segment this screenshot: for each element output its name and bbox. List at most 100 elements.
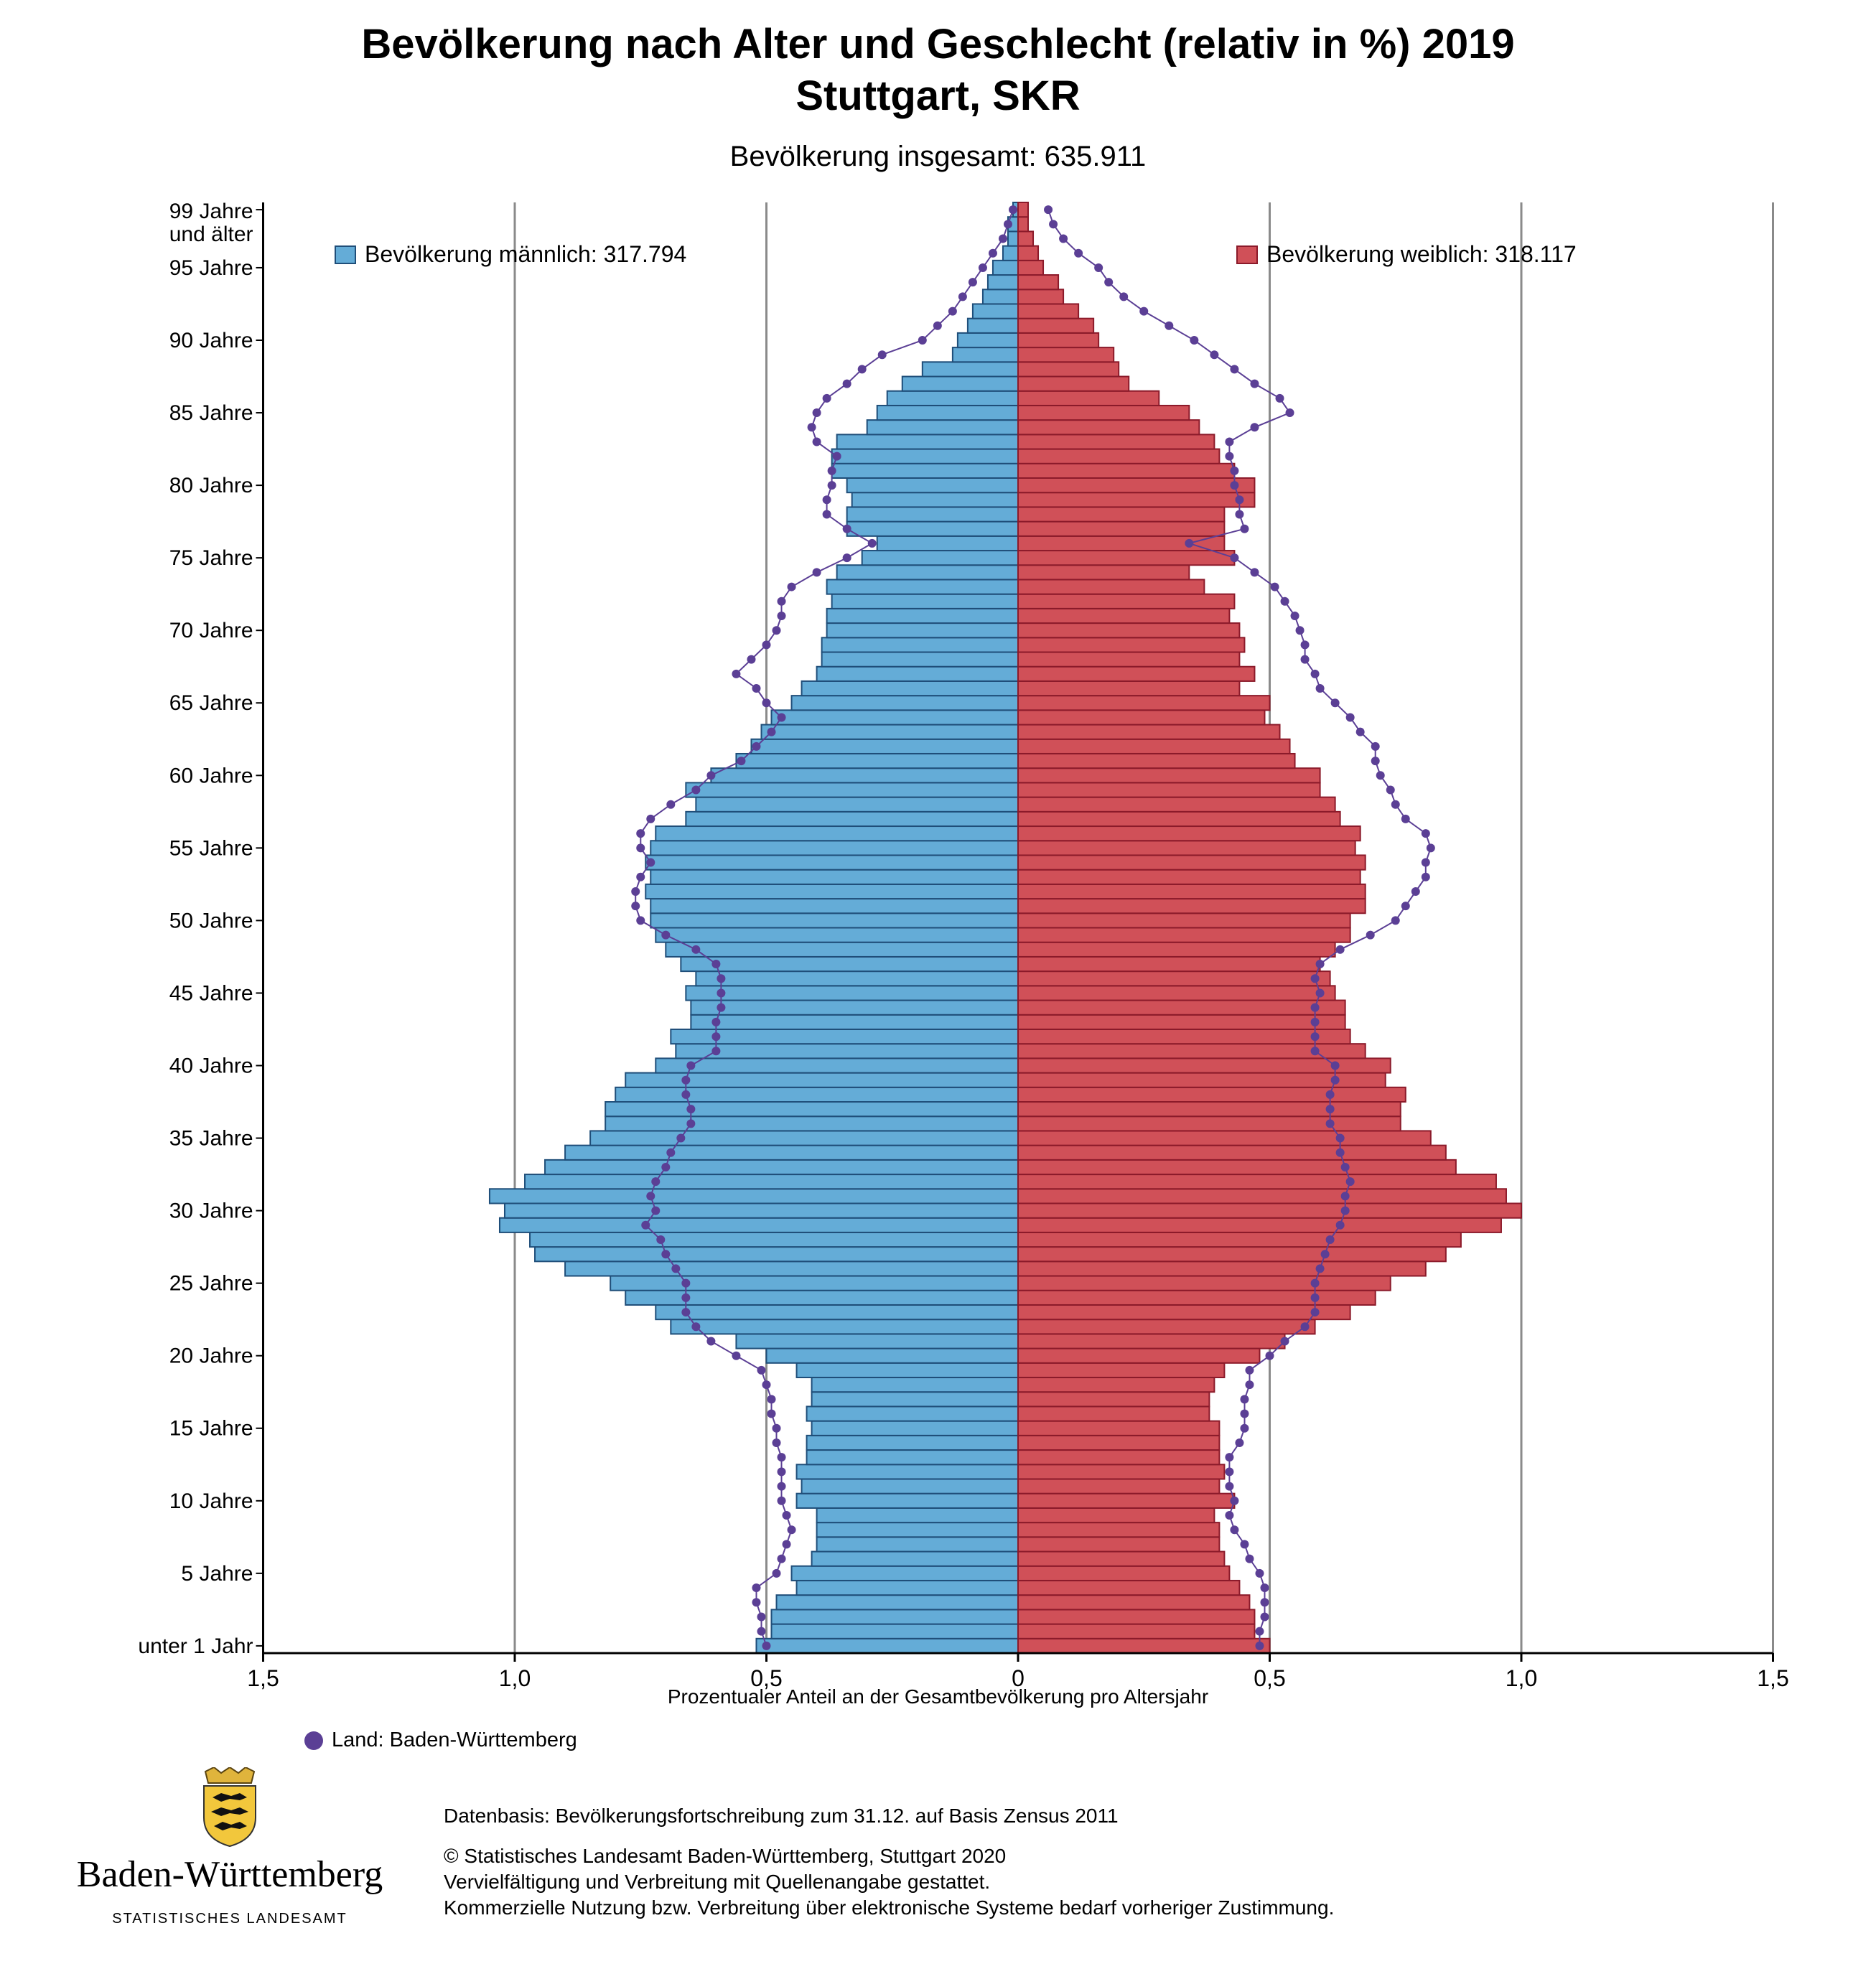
bw-male-point [918,335,927,345]
bw-female-point [1421,829,1430,838]
female-bar [1017,1260,1427,1277]
bw-male-point [666,1148,676,1157]
bw-male-point [767,1395,776,1404]
bw-male-point [767,1409,776,1418]
female-bar [1017,1086,1406,1103]
bw-male-point [857,365,867,374]
legend-bw-label: Land: Baden-Württemberg [332,1728,577,1751]
bw-male-point [842,379,851,388]
female-bar [1017,1550,1226,1567]
bw-male-point [777,713,786,722]
male-bar [801,1478,1019,1494]
y-tick-label: 15 Jahre [169,1417,253,1441]
male-bar [650,898,1019,914]
bw-male-point [777,1453,786,1462]
male-bar [1002,245,1019,261]
male-bar [901,375,1019,392]
bw-male-point [646,1192,655,1201]
female-bar [1017,1174,1497,1190]
female-bar [1017,637,1246,653]
bw-female-point [1104,278,1114,287]
bw-female-point [1265,1351,1274,1360]
male-bar [826,607,1019,624]
x-tick-label: 0 [1012,1665,1025,1691]
bw-male-point [948,307,957,316]
female-bar [1017,1072,1386,1088]
bw-female-point [1235,510,1244,519]
male-bar [811,1377,1019,1393]
female-bar [1017,869,1361,885]
bw-female-point [1044,205,1053,215]
female-bar [1017,477,1256,494]
female-bar [1017,724,1281,740]
bw-male-point [656,1235,666,1245]
male-bar [610,1275,1019,1291]
legend-male-swatch [335,245,356,264]
bw-female-point [1376,771,1385,780]
bw-male-point [827,481,836,490]
bw-female-point [1190,335,1199,345]
female-bar [1017,1246,1447,1263]
female-bar [1017,1217,1502,1233]
female-bar [1017,912,1351,929]
y-tick-label: 60 Jahre [169,764,253,787]
x-axis-title: Prozentualer Anteil an der Gesamtbevölke… [667,1685,1209,1708]
male-bar [851,492,1019,508]
bw-male-point [762,1380,771,1390]
coat-of-arms-icon [203,1767,256,1848]
bw-female-point [1335,1133,1345,1143]
female-bar [1017,1014,1346,1030]
male-bar [670,1319,1019,1335]
bw-male-point [877,350,887,360]
male-bar [695,796,1019,813]
female-bar [1017,752,1296,769]
male-bar [524,1174,1019,1190]
bw-female-point [1391,800,1400,809]
male-bar [811,1550,1019,1567]
male-bar [836,434,1019,450]
bw-female-point [1225,1511,1234,1520]
bw-female-point [1315,684,1325,693]
bw-female-point [1325,1119,1335,1128]
bw-male-point [968,278,977,287]
bw-female-point [1325,1090,1335,1099]
y-tick-label: 40 Jahre [169,1054,253,1077]
female-bar [1017,1507,1215,1524]
pyramid-chart: 1,5 1,0 0,5 0 0,5 1,0 1,5 unter 1 Jahr 5 Jahre 10… [138,200,1788,1691]
bw-female-point [1240,524,1249,533]
male-bar [645,883,1019,900]
bw-female-point [1310,1017,1320,1026]
female-bar [1017,1319,1316,1335]
male-bar [770,1623,1019,1639]
bw-male-point [661,1162,671,1171]
bw-male-point [777,1496,786,1505]
female-bar [1017,434,1215,450]
bw-male-point [691,945,701,954]
bw-female-point [1411,886,1420,896]
legend-male-label: Bevölkerung männlich: 317.794 [365,241,687,267]
bw-female-point [1059,234,1068,243]
bw-female-point [1255,1568,1264,1578]
bw-male-point [777,1554,786,1563]
bw-female-point [1391,916,1400,925]
bw-female-point [1290,611,1299,620]
male-bar [816,665,1019,682]
bw-male-point [681,1293,691,1302]
female-bar [1017,622,1241,639]
total-population-label: Bevölkerung insgesamt: 635.911 [729,141,1147,172]
male-bar [750,738,1019,754]
female-bar [1017,1115,1401,1132]
female-bar [1017,404,1190,421]
bw-male-point [777,596,786,606]
female-bar [1017,1594,1251,1611]
bw-male-point [933,321,942,330]
female-bar [1017,1609,1256,1625]
female-bar [1017,462,1236,479]
bw-male-point [1008,205,1017,215]
bw-female-point [1225,1467,1234,1477]
male-bar [695,970,1019,987]
male-bar [846,477,1019,494]
female-bar [1017,1101,1401,1118]
female-bar [1017,985,1336,1001]
bw-male-point [691,785,701,795]
